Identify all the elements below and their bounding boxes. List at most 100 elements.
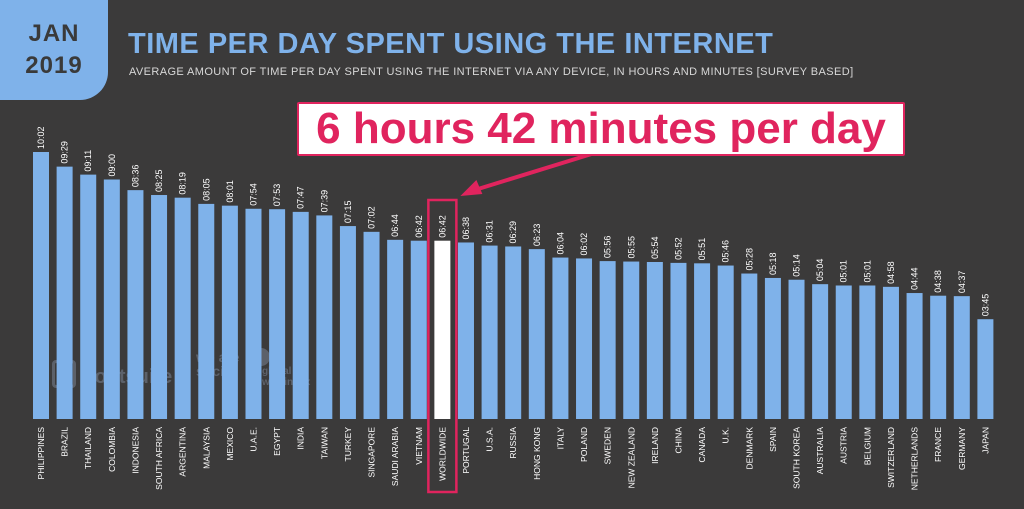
bar-italy (552, 257, 569, 419)
value-label: 05:18 (768, 252, 778, 275)
bar-turkey (339, 226, 356, 419)
value-label: 05:01 (839, 260, 849, 283)
value-label: 08:19 (178, 172, 188, 195)
category-label: U.A.E. (248, 427, 258, 452)
category-label: DENMARK (744, 427, 754, 470)
bar-u-s-a- (481, 245, 498, 419)
bar-australia (812, 284, 829, 419)
bar-singapore (363, 231, 380, 419)
bar-denmark (741, 273, 758, 419)
category-label: TAIWAN (319, 427, 329, 459)
date-badge: JAN 2019 (0, 0, 108, 100)
bar-hong-kong (528, 249, 545, 419)
value-label: 06:42 (437, 215, 447, 238)
bar-belgium (859, 285, 876, 419)
value-label: 05:04 (815, 259, 825, 282)
value-label: 08:25 (154, 169, 164, 192)
bar-south-africa (151, 195, 168, 419)
category-label: RUSSIA (508, 427, 518, 459)
value-label: 05:14 (792, 254, 802, 277)
category-label: TURKEY (343, 427, 353, 462)
bar-france (930, 295, 947, 419)
bar-india (292, 211, 309, 419)
value-label: 07:39 (319, 190, 329, 213)
bar-japan (977, 319, 994, 419)
value-label: 05:56 (603, 236, 613, 259)
category-label: FRANCE (933, 427, 943, 462)
bar-worldwide (434, 240, 451, 419)
value-label: 05:51 (697, 238, 707, 261)
bar-spain (764, 277, 781, 419)
bar-new-zealand (623, 261, 640, 419)
callout-arrowhead (460, 180, 483, 196)
category-label: SPAIN (768, 427, 778, 452)
bar-mexico (221, 205, 238, 419)
value-label: 10:02 (36, 126, 46, 149)
hootsuite-watermark: Hootsuite (80, 366, 173, 388)
bar-portugal (457, 242, 474, 419)
value-label: 07:53 (272, 184, 282, 207)
category-label: IRELAND (650, 427, 660, 464)
bar-u-k- (717, 265, 734, 419)
value-label: 04:44 (910, 268, 920, 291)
value-label: 09:29 (60, 141, 70, 164)
value-label: 05:54 (650, 236, 660, 259)
category-label: U.K. (721, 427, 731, 444)
value-label: 09:00 (107, 154, 117, 177)
value-label: 04:38 (933, 270, 943, 293)
value-label: 07:15 (343, 201, 353, 224)
highlight-frame (427, 198, 458, 494)
category-label: U.S.A. (485, 427, 495, 452)
category-label: MALAYSIA (201, 427, 211, 469)
badge-month: JAN (28, 20, 80, 47)
category-label: NETHERLANDS (910, 427, 920, 491)
category-label: BRAZIL (60, 427, 70, 457)
bar-colombia (103, 179, 120, 419)
callout-arrow (466, 150, 600, 194)
category-label: SAUDI ARABIA (390, 427, 400, 486)
bar-indonesia (127, 190, 144, 419)
category-label: MEXICO (225, 427, 235, 461)
bars-group (33, 152, 994, 419)
bar-saudi-arabia (387, 239, 404, 419)
category-label: GERMANY (957, 427, 967, 470)
bar-argentina (174, 197, 191, 419)
value-label: 09:11 (83, 150, 93, 172)
value-label: 04:37 (957, 271, 967, 294)
category-label: SOUTH AFRICA (154, 427, 164, 490)
value-label: 05:46 (721, 240, 731, 263)
value-label: 07:47 (296, 186, 306, 209)
bar-brazil (56, 166, 73, 419)
value-label: 03:45 (980, 294, 990, 317)
category-label: JAPAN (980, 427, 990, 454)
bar-vietnam (410, 240, 427, 419)
badge-year: 2019 (25, 52, 83, 79)
category-label: PORTUGAL (461, 427, 471, 474)
category-label: CANADA (697, 427, 707, 463)
value-label: 08:01 (225, 180, 235, 203)
category-label: SWEDEN (603, 427, 613, 464)
bar-germany (953, 296, 970, 419)
bar-china (670, 262, 687, 419)
value-label: 07:54 (248, 183, 258, 206)
value-label: 05:55 (626, 236, 636, 259)
value-label: 05:28 (744, 248, 754, 271)
bar-south-korea (788, 279, 805, 419)
bar-russia (505, 246, 522, 419)
category-label: SWITZERLAND (886, 427, 896, 488)
value-label: 06:23 (532, 224, 542, 247)
category-label: INDONESIA (130, 427, 140, 474)
category-label: AUSTRALIA (815, 427, 825, 475)
category-label: THAILAND (83, 427, 93, 469)
value-label: 05:01 (862, 260, 872, 283)
value-labels-group: 10:02 09:29 09:11 09:00 08:36 08:25 08:19 08:05… (36, 126, 990, 316)
bar-philippines (33, 152, 49, 419)
chart-title: TIME PER DAY SPENT USING THE INTERNET (128, 28, 774, 60)
category-label: HONG KONG (532, 427, 542, 480)
value-label: 08:05 (201, 178, 211, 201)
value-label: 06:42 (414, 215, 424, 238)
value-label: 06:29 (508, 221, 518, 244)
category-labels-group: PHILIPPINES BRAZIL THAILAND COLOMBIA INDONES… (36, 427, 990, 491)
value-label: 06:04 (555, 232, 565, 255)
